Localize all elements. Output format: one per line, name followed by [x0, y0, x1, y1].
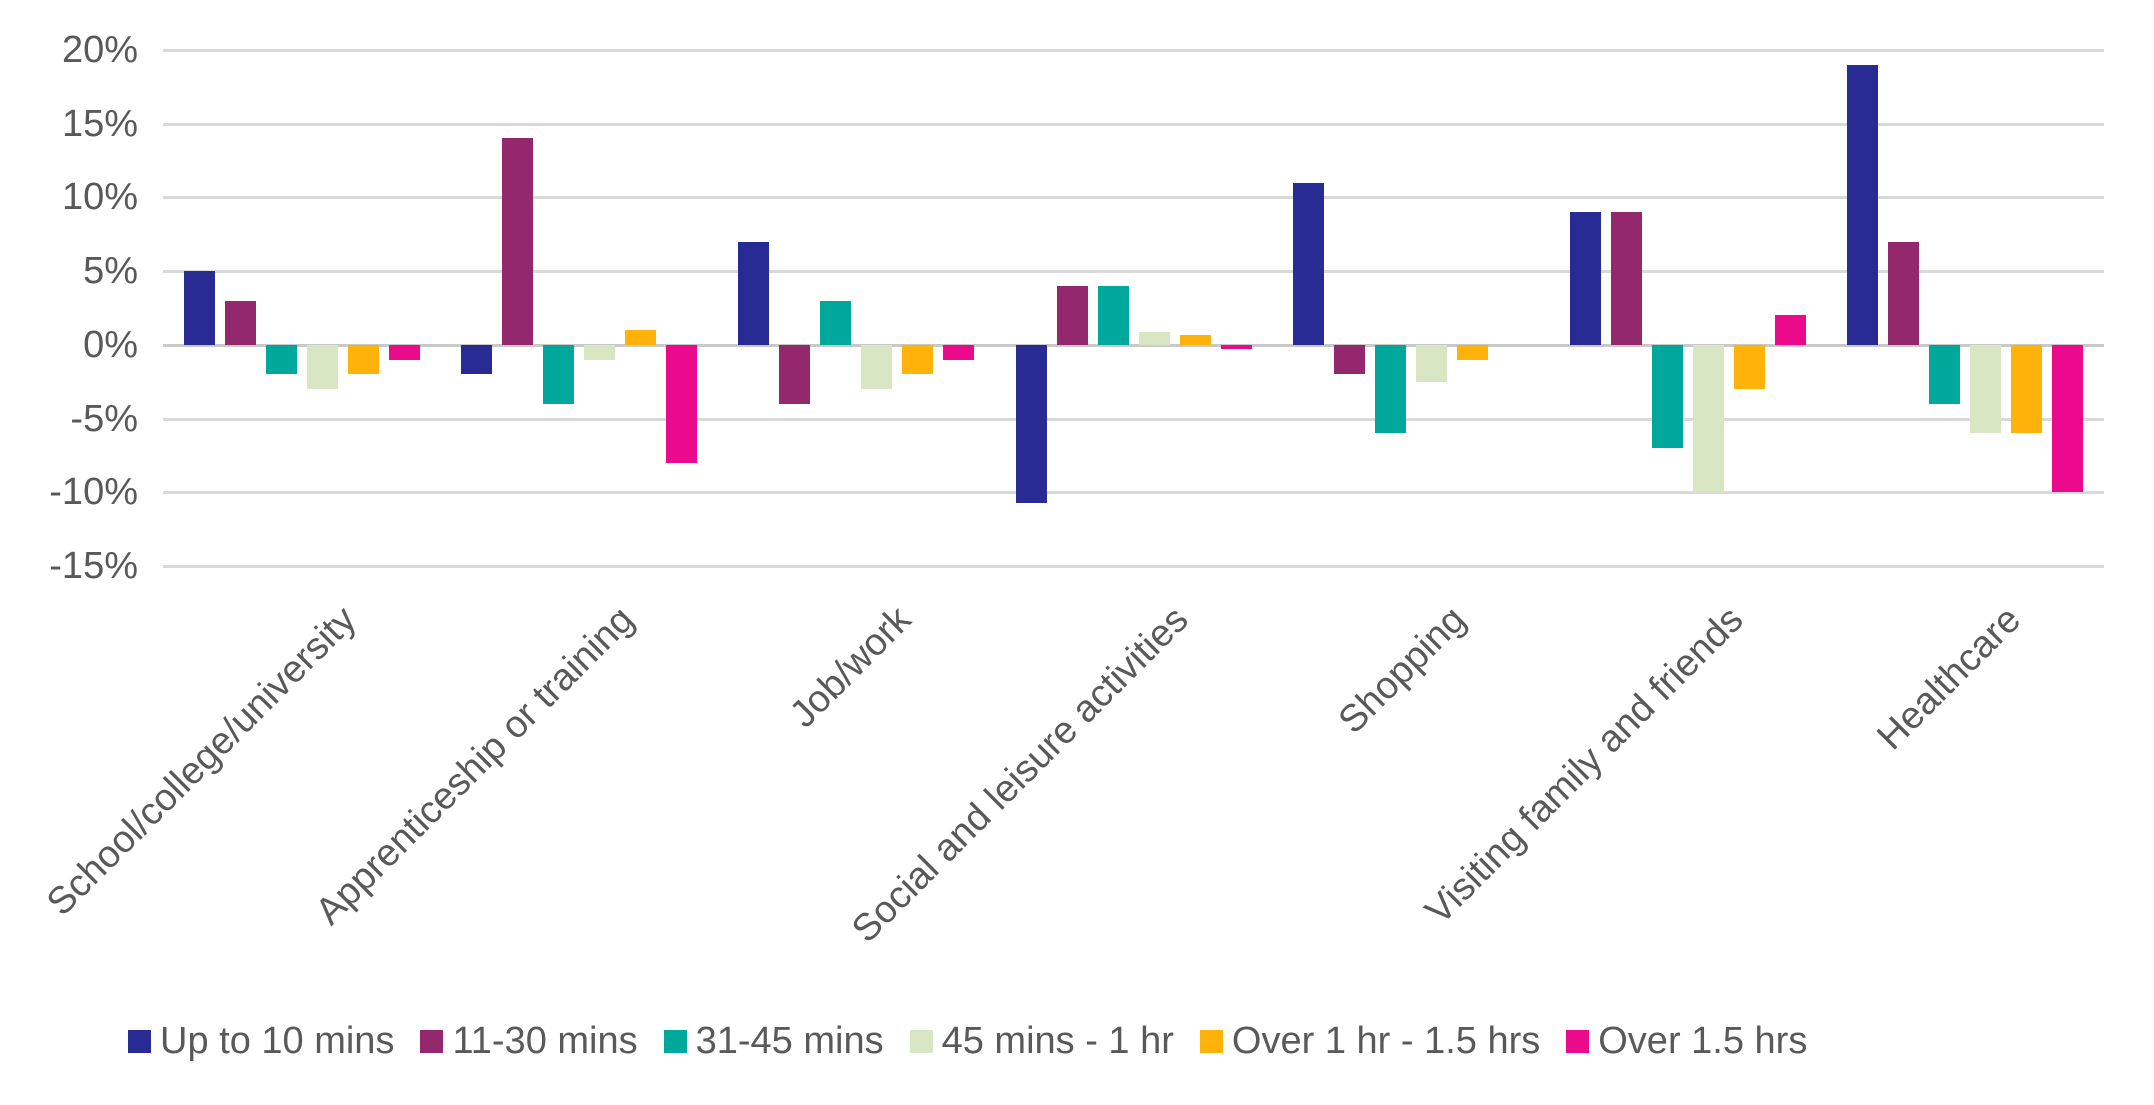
- bar: [1847, 64, 1879, 345]
- bar: [1415, 344, 1447, 382]
- bar: [820, 300, 852, 345]
- y-axis-tick-label: -5%: [70, 397, 138, 440]
- bar: [542, 344, 574, 404]
- bar: [388, 344, 420, 360]
- bar: [306, 344, 338, 390]
- legend-label: Over 1 hr - 1.5 hrs: [1231, 1020, 1541, 1062]
- bar: [779, 344, 811, 404]
- y-axis-tick-label: -15%: [49, 545, 138, 587]
- bar: [1888, 241, 1920, 345]
- legend-swatch: [1199, 1029, 1223, 1053]
- bar: [1929, 344, 1961, 404]
- category-label: School/college/university: [39, 598, 365, 925]
- gridline: [163, 122, 2104, 126]
- legend: Up to 10 mins 11-30 mins 31-45 mins 45 mins…: [128, 1022, 1807, 1060]
- bar: [1179, 334, 1211, 345]
- legend-item: Over 1 hr - 1.5 hrs: [1199, 1020, 1541, 1062]
- bar: [1734, 344, 1766, 390]
- legend-swatch: [128, 1029, 151, 1053]
- gridline: [163, 565, 2104, 568]
- bar: [943, 344, 975, 360]
- bar: [1652, 344, 1684, 449]
- gridline: [163, 49, 2104, 52]
- gridline: [163, 417, 2104, 421]
- y-axis-tick-label: 10%: [61, 176, 138, 219]
- bar: [2052, 344, 2084, 493]
- bar: [2011, 344, 2043, 434]
- bar: [1220, 344, 1252, 350]
- legend-item: Over 1.5 hrs: [1566, 1022, 1807, 1060]
- bar: [460, 344, 492, 375]
- legend-swatch: [909, 1029, 933, 1053]
- bar: [1292, 182, 1324, 345]
- bar: [1015, 344, 1047, 503]
- bar: [1970, 344, 2002, 434]
- legend-label: 31-45 mins: [695, 1020, 884, 1062]
- zero-gridline: [163, 343, 2104, 347]
- gridline: [163, 491, 2104, 495]
- bar: [624, 330, 656, 345]
- bar: [1056, 285, 1088, 345]
- gridline: [163, 270, 2104, 274]
- y-axis-tick-label: 15%: [61, 102, 138, 145]
- legend-label: 45 mins - 1 hr: [941, 1020, 1174, 1062]
- legend-swatch: [663, 1029, 687, 1053]
- bar: [583, 344, 615, 360]
- legend-item: 31-45 mins: [663, 1020, 884, 1062]
- category-label: Apprenticeship or training: [307, 598, 643, 933]
- bar: [224, 300, 256, 345]
- legend-swatch: [1566, 1029, 1590, 1053]
- bar: [183, 271, 215, 345]
- bar: [902, 344, 934, 375]
- bar: [1693, 344, 1725, 493]
- bar: [1456, 344, 1488, 360]
- category-label: Visiting family and friends: [1417, 598, 1752, 933]
- bar: [265, 344, 297, 375]
- legend-label: 11-30 mins: [452, 1020, 638, 1062]
- bar: [1097, 285, 1129, 345]
- legend-label: Up to 10 mins: [160, 1020, 395, 1062]
- category-label: Job/work: [782, 598, 920, 736]
- bar: [347, 344, 379, 375]
- bar: [1775, 315, 1807, 345]
- bar: [1333, 344, 1365, 375]
- y-axis-tick-label: -10%: [49, 471, 138, 514]
- bar: [1611, 212, 1643, 345]
- legend-swatch: [420, 1029, 444, 1053]
- y-axis-tick-label: 20%: [61, 29, 138, 71]
- legend-item: 11-30 mins: [420, 1020, 638, 1062]
- bar: [1138, 331, 1170, 345]
- category-label: Shopping: [1330, 598, 1475, 742]
- gridline: [163, 196, 2104, 200]
- legend-item: Up to 10 mins: [128, 1022, 394, 1060]
- category-label: Social and leisure activities: [844, 598, 1197, 951]
- bar: [1374, 344, 1406, 434]
- bar: [861, 344, 893, 390]
- y-axis-tick-label: 0%: [83, 323, 138, 366]
- legend-item: 45 mins - 1 hr: [909, 1020, 1174, 1062]
- bar: [501, 138, 533, 345]
- bar: [1570, 212, 1602, 345]
- legend-label: Over 1.5 hrs: [1598, 1020, 1808, 1062]
- bar: [665, 344, 697, 463]
- category-label: Healthcare: [1869, 598, 2029, 759]
- y-axis-tick-label: 5%: [83, 250, 138, 293]
- bar: [738, 241, 770, 345]
